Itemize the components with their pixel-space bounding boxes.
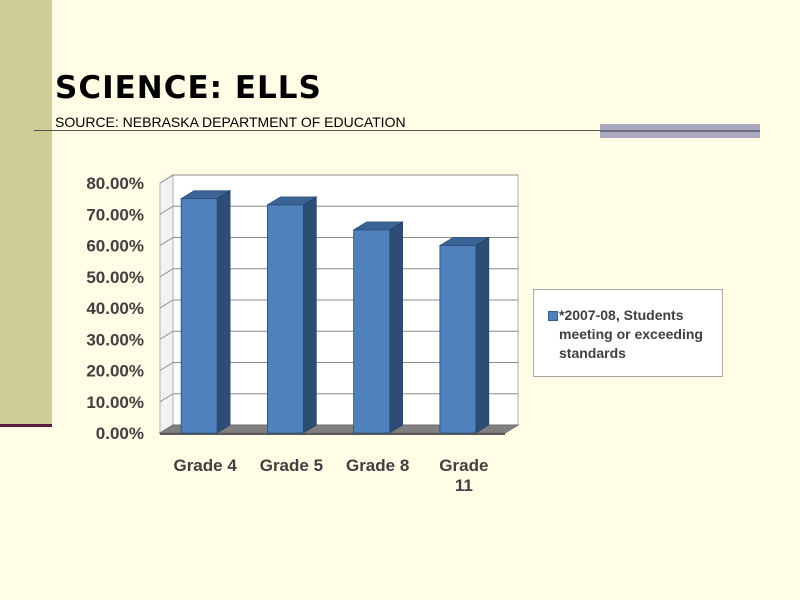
y-tick-label: 30.00% bbox=[86, 330, 144, 349]
title-rule bbox=[34, 130, 760, 131]
gridline-side bbox=[159, 268, 174, 278]
slide-title: SCIENCE: ELLS bbox=[55, 70, 322, 106]
side-decor-line bbox=[0, 424, 52, 427]
bar-side bbox=[389, 221, 403, 434]
bar bbox=[180, 198, 218, 434]
x-tick-label: 11 bbox=[455, 476, 473, 495]
gridline-side bbox=[159, 393, 174, 403]
y-tick-label: 10.00% bbox=[86, 393, 144, 412]
gridline-side bbox=[159, 205, 174, 215]
legend-label: *2007-08, Students meeting or exceeding … bbox=[559, 306, 719, 363]
legend-line-2: meeting or exceeding bbox=[559, 326, 703, 342]
bar bbox=[266, 204, 304, 434]
gridline-side bbox=[159, 237, 174, 246]
gridline-side bbox=[159, 330, 174, 340]
x-tick-label: Grade 5 bbox=[260, 456, 323, 475]
y-tick-label: 20.00% bbox=[86, 362, 144, 381]
y-tick-label: 70.00% bbox=[86, 205, 144, 224]
gridline-side bbox=[159, 362, 174, 371]
legend-line-1: *2007-08, Students bbox=[559, 307, 684, 323]
title-rule-accent-line bbox=[600, 130, 760, 132]
bar-side bbox=[475, 236, 490, 434]
x-tick-label: Grade 8 bbox=[346, 456, 409, 475]
y-tick-label: 50.00% bbox=[86, 268, 144, 287]
plot-floor-edge bbox=[160, 433, 505, 435]
chart-legend: *2007-08, Students meeting or exceeding … bbox=[533, 289, 723, 377]
x-tick-label: Grade bbox=[439, 456, 488, 475]
y-tick-label: 40.00% bbox=[86, 299, 144, 318]
legend-line-3: standards bbox=[559, 345, 626, 361]
bar bbox=[353, 229, 391, 434]
y-tick-label: 80.00% bbox=[86, 174, 144, 193]
gridline-side bbox=[159, 174, 174, 184]
bar-side bbox=[303, 196, 317, 434]
gridline-side bbox=[159, 299, 174, 309]
bar-side bbox=[216, 190, 231, 434]
slide-subtitle: SOURCE: NEBRASKA DEPARTMENT OF EDUCATION bbox=[55, 114, 406, 130]
legend-swatch bbox=[548, 311, 558, 321]
y-tick-label: 0.00% bbox=[96, 424, 144, 443]
bar bbox=[439, 245, 477, 434]
side-decor-band bbox=[0, 0, 52, 424]
x-tick-label: Grade 4 bbox=[173, 456, 237, 475]
y-tick-label: 60.00% bbox=[86, 237, 144, 256]
